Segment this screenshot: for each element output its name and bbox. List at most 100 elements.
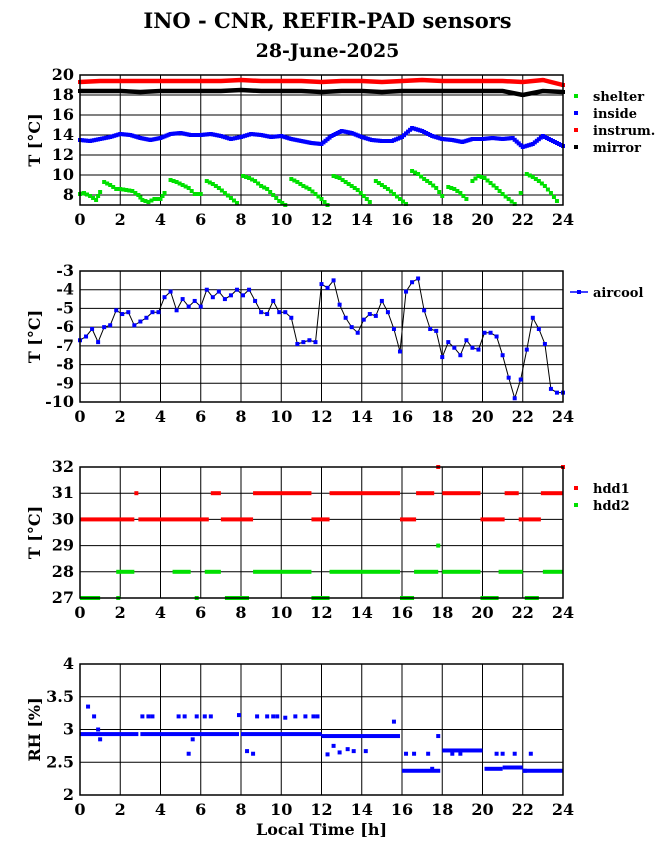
data-point	[283, 135, 288, 140]
x-tick-label: 4	[155, 603, 166, 622]
data-point	[468, 137, 473, 142]
data-point	[118, 132, 123, 136]
data-point	[182, 131, 187, 136]
data-point	[470, 179, 475, 183]
data-point	[138, 319, 143, 324]
data-point	[268, 190, 273, 194]
data-point	[385, 310, 390, 315]
data-point	[311, 141, 316, 146]
data-point	[358, 191, 363, 195]
data-point	[261, 133, 266, 138]
y-tick-label: -4	[56, 280, 74, 299]
data-point	[371, 138, 376, 143]
data-point	[184, 132, 189, 137]
legend-marker	[574, 94, 578, 98]
data-point	[112, 133, 117, 138]
data-point	[500, 751, 505, 756]
data-point	[251, 751, 256, 756]
data-point	[271, 193, 276, 197]
data-point	[162, 295, 167, 300]
data-point	[186, 751, 191, 756]
data-point	[383, 139, 388, 143]
data-point	[514, 139, 519, 144]
y-axis-label: RH [%]	[25, 697, 44, 761]
data-point	[225, 193, 230, 198]
data-point	[96, 727, 101, 732]
x-tick-label: 2	[115, 210, 126, 229]
data-point	[174, 308, 179, 313]
data-point	[532, 140, 537, 145]
data-point	[210, 182, 215, 186]
y-tick-label: -5	[56, 298, 74, 317]
x-tick-label: 24	[552, 210, 574, 229]
data-point	[293, 714, 298, 719]
data-point	[301, 340, 306, 345]
legend-item-hdd1: hdd1	[574, 482, 630, 497]
data-point	[222, 297, 227, 302]
data-point	[379, 183, 384, 187]
data-segment	[402, 768, 441, 773]
data-point	[373, 179, 378, 183]
y-tick-label: 8	[63, 185, 74, 204]
data-point	[522, 144, 527, 149]
data-point	[558, 143, 563, 147]
data-point	[108, 183, 113, 187]
data-point	[510, 136, 515, 140]
data-point	[307, 338, 312, 343]
data-point	[502, 136, 507, 141]
data-point	[394, 194, 399, 199]
data-point	[351, 749, 356, 754]
data-point	[524, 172, 529, 176]
data-point	[253, 298, 258, 303]
series-instrum	[78, 77, 565, 88]
data-point	[365, 136, 370, 141]
data-point	[343, 129, 348, 134]
data-point	[91, 196, 96, 200]
data-segment	[220, 517, 254, 522]
data-point	[419, 174, 424, 179]
data-point	[337, 130, 342, 134]
data-point	[422, 177, 427, 181]
chart-title: INO - CNR, REFIR-PAD sensors	[143, 8, 512, 33]
data-point	[340, 178, 345, 182]
data-point	[228, 137, 233, 141]
data-point	[162, 134, 167, 139]
data-point	[304, 185, 309, 190]
data-point	[241, 174, 246, 178]
y-tick-label: 18	[52, 85, 74, 104]
data-segment	[416, 491, 435, 496]
data-point	[307, 140, 312, 145]
data-point	[466, 138, 471, 143]
legend-label: hdd2	[593, 499, 630, 514]
x-tick-label: 12	[310, 210, 332, 229]
data-point	[385, 187, 390, 191]
data-point	[412, 126, 417, 131]
data-point	[168, 132, 173, 136]
data-point	[82, 191, 87, 195]
data-point	[100, 136, 105, 141]
data-point	[234, 201, 239, 205]
x-tick-label: 24	[552, 603, 574, 622]
x-tick-label: 16	[391, 407, 413, 426]
data-point	[546, 137, 551, 141]
data-point	[323, 138, 328, 143]
data-point	[234, 135, 239, 140]
data-point	[375, 138, 380, 143]
data-point	[143, 199, 148, 203]
data-point	[391, 327, 396, 332]
data-segment	[504, 491, 519, 496]
data-point	[303, 139, 308, 144]
legend-label: instrum.	[593, 124, 655, 139]
data-point	[90, 327, 95, 332]
x-tick-label: 6	[195, 407, 206, 426]
series-mirror	[78, 87, 565, 98]
x-tick-label: 14	[351, 407, 373, 426]
x-tick-label: 2	[115, 407, 126, 426]
data-segment	[442, 569, 481, 574]
data-point	[464, 197, 469, 201]
data-point	[80, 138, 85, 143]
data-point	[444, 137, 449, 142]
data-point	[301, 184, 306, 188]
data-segment	[140, 732, 239, 737]
data-point	[269, 135, 274, 139]
